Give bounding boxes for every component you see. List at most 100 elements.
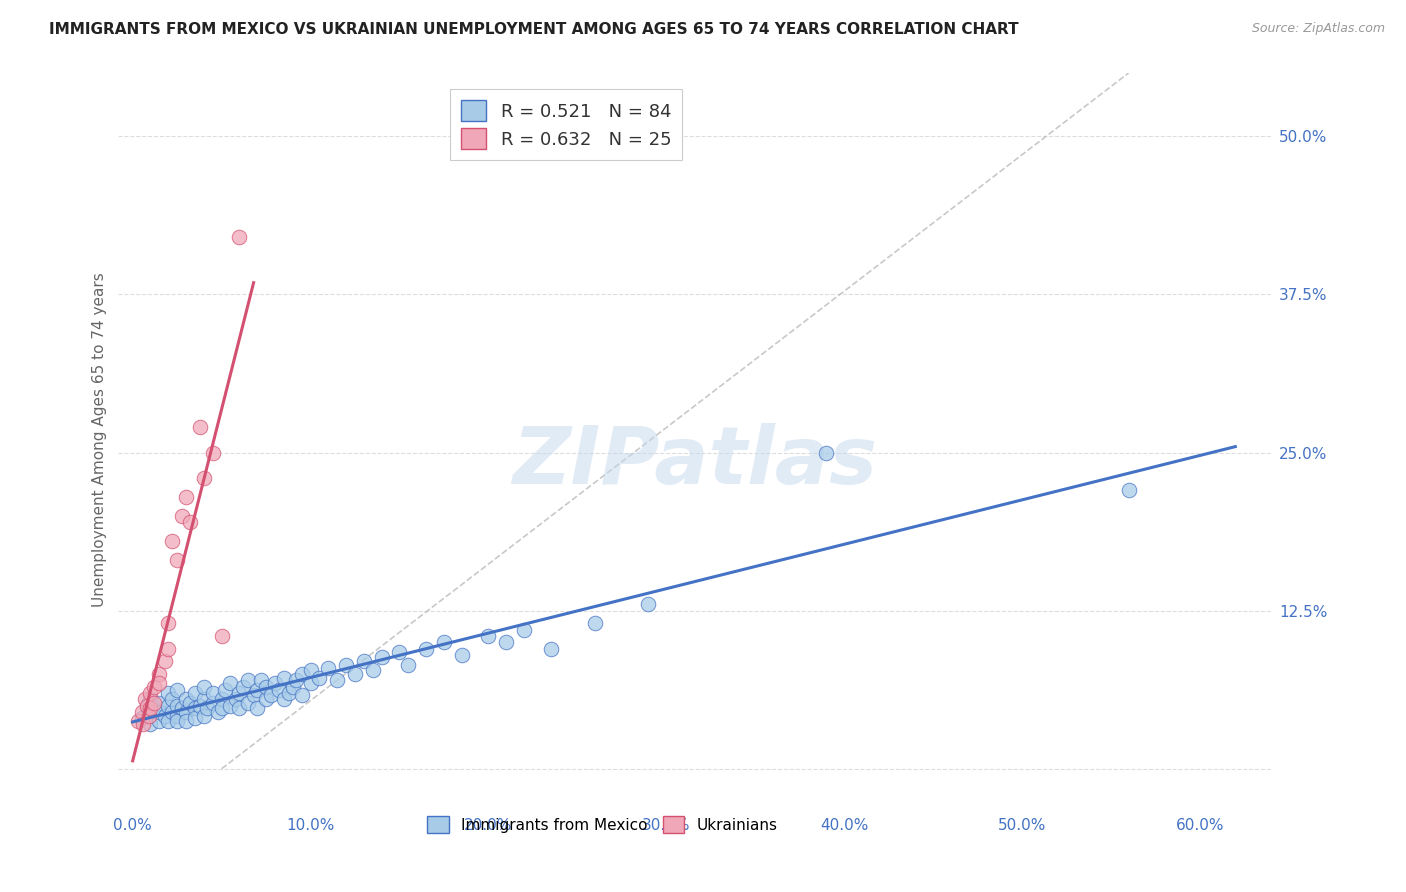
Point bbox=[166, 683, 188, 698]
Point bbox=[343, 666, 366, 681]
Point bbox=[179, 696, 201, 710]
Point bbox=[299, 675, 322, 690]
Point bbox=[139, 686, 162, 700]
Point bbox=[193, 692, 215, 706]
Point bbox=[281, 680, 304, 694]
Point bbox=[174, 692, 197, 706]
Point bbox=[138, 708, 160, 723]
Point bbox=[246, 683, 269, 698]
Legend: Immigrants from Mexico, Ukrainians: Immigrants from Mexico, Ukrainians bbox=[422, 810, 783, 839]
Point bbox=[207, 705, 229, 719]
Point bbox=[326, 673, 349, 688]
Point bbox=[143, 696, 166, 710]
Point bbox=[166, 698, 188, 713]
Point bbox=[139, 717, 162, 731]
Point bbox=[540, 641, 562, 656]
Point bbox=[153, 708, 176, 723]
Point bbox=[166, 714, 188, 728]
Point bbox=[211, 692, 233, 706]
Point bbox=[134, 692, 156, 706]
Point bbox=[157, 641, 180, 656]
Point bbox=[583, 616, 606, 631]
Point bbox=[184, 686, 207, 700]
Point bbox=[153, 654, 176, 668]
Point bbox=[278, 686, 301, 700]
Point bbox=[211, 701, 233, 715]
Point bbox=[148, 675, 170, 690]
Point bbox=[291, 689, 314, 703]
Point bbox=[148, 705, 170, 719]
Point bbox=[219, 698, 242, 713]
Point bbox=[335, 658, 357, 673]
Point bbox=[477, 629, 499, 643]
Point bbox=[232, 680, 254, 694]
Point bbox=[184, 701, 207, 715]
Point bbox=[160, 534, 183, 549]
Point bbox=[285, 673, 308, 688]
Point bbox=[188, 420, 211, 434]
Point bbox=[174, 705, 197, 719]
Point bbox=[219, 675, 242, 690]
Point bbox=[318, 660, 340, 674]
Point bbox=[179, 515, 201, 529]
Point bbox=[260, 689, 283, 703]
Point bbox=[157, 714, 180, 728]
Point bbox=[143, 680, 166, 694]
Point bbox=[228, 230, 250, 244]
Point bbox=[139, 692, 162, 706]
Point bbox=[195, 701, 218, 715]
Point bbox=[131, 711, 153, 725]
Point bbox=[370, 650, 392, 665]
Point bbox=[193, 708, 215, 723]
Point bbox=[201, 445, 224, 459]
Point bbox=[135, 698, 157, 713]
Point bbox=[193, 680, 215, 694]
Point bbox=[132, 717, 155, 731]
Point bbox=[201, 686, 224, 700]
Point bbox=[228, 686, 250, 700]
Text: ZIPatlas: ZIPatlas bbox=[512, 423, 877, 501]
Text: IMMIGRANTS FROM MEXICO VS UKRAINIAN UNEMPLOYMENT AMONG AGES 65 TO 74 YEARS CORRE: IMMIGRANTS FROM MEXICO VS UKRAINIAN UNEM… bbox=[49, 22, 1019, 37]
Point bbox=[160, 705, 183, 719]
Point bbox=[225, 692, 247, 706]
Point bbox=[166, 553, 188, 567]
Point bbox=[273, 671, 295, 685]
Point bbox=[353, 654, 375, 668]
Point bbox=[246, 701, 269, 715]
Point bbox=[242, 689, 264, 703]
Point bbox=[193, 471, 215, 485]
Point bbox=[267, 683, 290, 698]
Point bbox=[211, 629, 233, 643]
Point bbox=[1118, 483, 1140, 498]
Point bbox=[238, 696, 260, 710]
Point bbox=[127, 714, 149, 728]
Y-axis label: Unemployment Among Ages 65 to 74 years: Unemployment Among Ages 65 to 74 years bbox=[93, 272, 107, 607]
Point bbox=[254, 680, 277, 694]
Point bbox=[166, 708, 188, 723]
Point bbox=[201, 696, 224, 710]
Point bbox=[172, 701, 194, 715]
Point bbox=[148, 714, 170, 728]
Point bbox=[174, 490, 197, 504]
Point bbox=[188, 698, 211, 713]
Point bbox=[228, 701, 250, 715]
Point bbox=[433, 635, 456, 649]
Point bbox=[513, 623, 536, 637]
Point bbox=[396, 658, 419, 673]
Point bbox=[157, 616, 180, 631]
Point bbox=[131, 705, 153, 719]
Point bbox=[214, 683, 236, 698]
Point bbox=[254, 692, 277, 706]
Point bbox=[174, 714, 197, 728]
Point bbox=[148, 696, 170, 710]
Point bbox=[160, 692, 183, 706]
Point bbox=[815, 445, 838, 459]
Point bbox=[308, 671, 330, 685]
Point bbox=[143, 701, 166, 715]
Point bbox=[249, 673, 271, 688]
Point bbox=[184, 711, 207, 725]
Text: Source: ZipAtlas.com: Source: ZipAtlas.com bbox=[1251, 22, 1385, 36]
Point bbox=[172, 508, 194, 523]
Point bbox=[415, 641, 437, 656]
Point bbox=[264, 675, 287, 690]
